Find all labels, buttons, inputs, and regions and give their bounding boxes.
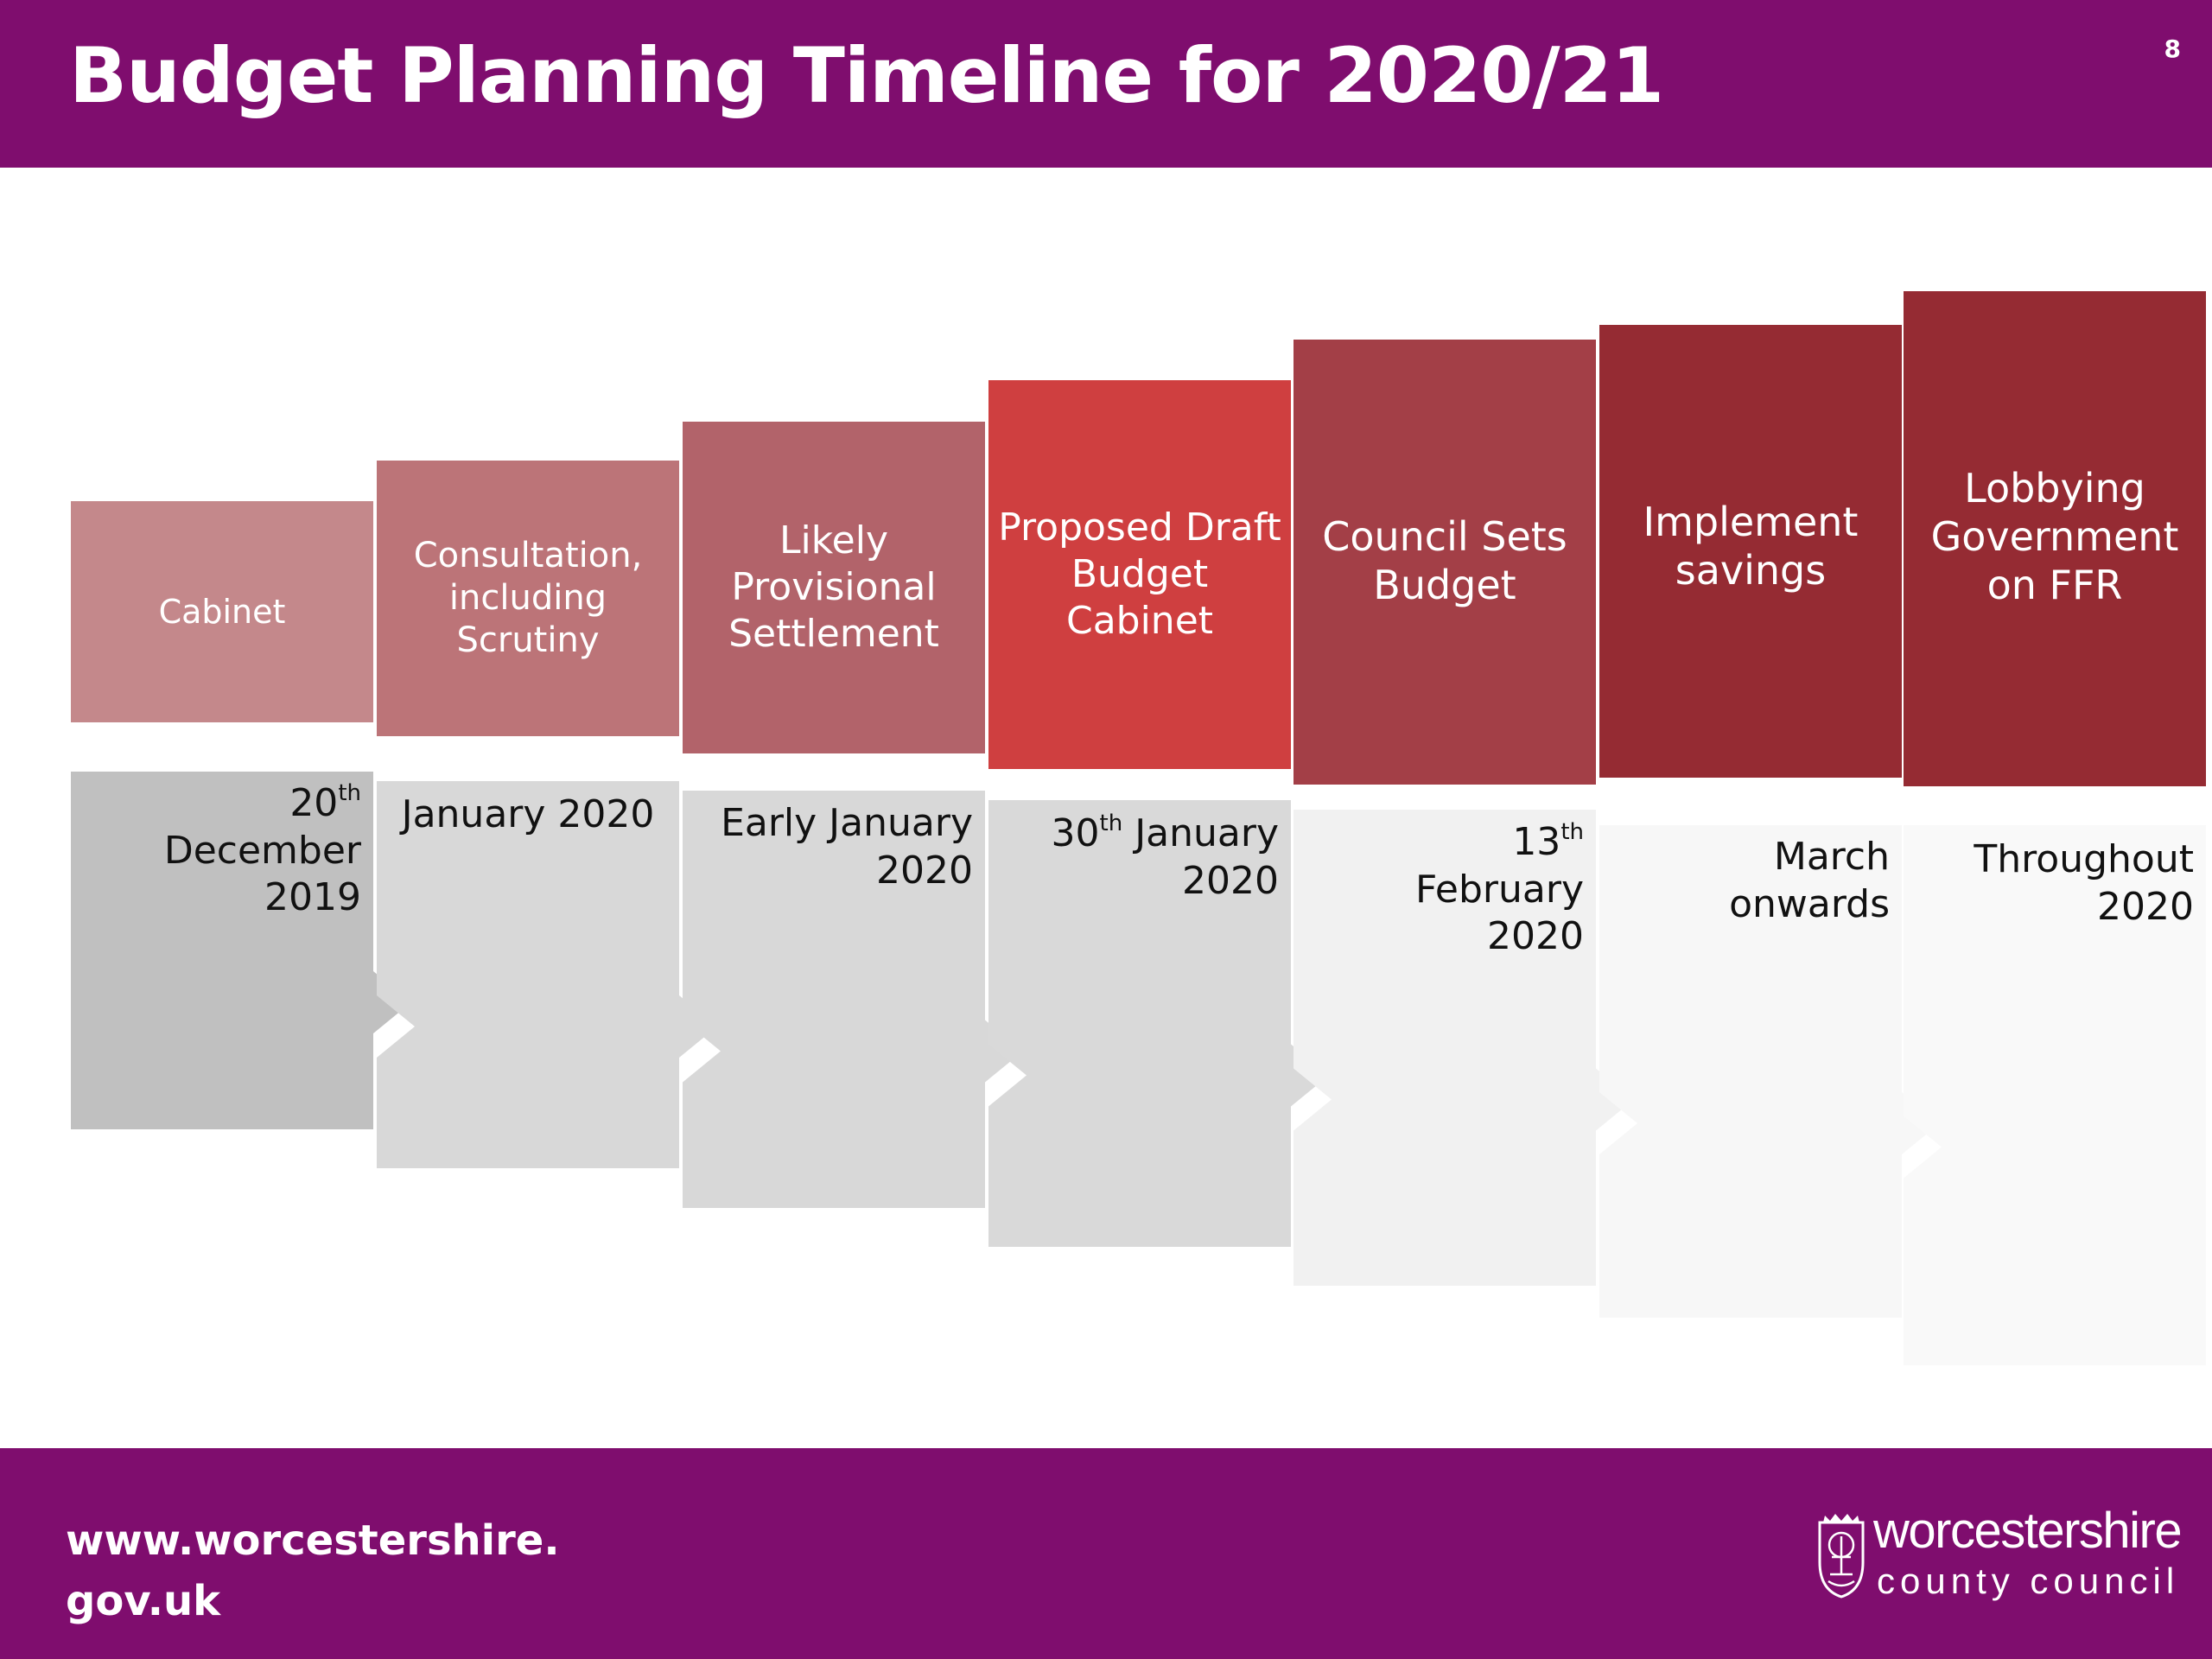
- timeline-step-label-3: Likely Provisional Settlement: [728, 518, 939, 656]
- timeline-diagram: [71, 291, 2206, 1365]
- timeline-step-box-1: [71, 501, 373, 722]
- page-number: 8: [2164, 35, 2181, 63]
- timeline-step-box-3: [683, 422, 985, 753]
- timeline-step-date-5: 13th February 2020: [1415, 819, 1584, 959]
- timeline-step-date-6: March onwards: [1729, 835, 1890, 926]
- logo-wordmark: worcestershire: [1873, 1503, 2183, 1559]
- county-crest-icon: [1818, 1514, 1865, 1599]
- timeline-step-label-1: Cabinet: [158, 592, 286, 631]
- website-url[interactable]: www.worcestershire. gov.uk: [66, 1510, 560, 1631]
- url-line-1: www.worcestershire.: [66, 1516, 560, 1565]
- timeline-date-chevron-5: [1294, 810, 1634, 1286]
- ordinal-suffix: th: [1560, 819, 1584, 846]
- timeline-date-chevron-4: [988, 800, 1329, 1247]
- url-line-2: gov.uk: [66, 1577, 221, 1625]
- timeline-step-date-4: 30th January 2020: [1051, 810, 1279, 903]
- page-title: Budget Planning Timeline for 2020/21: [69, 31, 1664, 120]
- logo-subtext: county council: [1877, 1560, 2180, 1601]
- timeline-step-box-7: [1904, 291, 2206, 786]
- timeline-step-label-6: Implement savings: [1643, 499, 1859, 594]
- ordinal-suffix: th: [1099, 810, 1123, 837]
- timeline-date-chevron-6: [1599, 825, 1940, 1318]
- timeline: Cabinet 20th December 2019 Consultation, i…: [71, 291, 2206, 1365]
- council-logo: worcestershire county council: [1816, 1503, 2183, 1602]
- timeline-date-chevron-3: [683, 791, 1023, 1208]
- timeline-step-box-6: [1599, 325, 1902, 778]
- timeline-step-date-2: January 2020: [401, 792, 655, 836]
- timeline-date-chevron-7: [1904, 825, 2206, 1365]
- timeline-step-label-7: Lobbying Government on FFR: [1930, 465, 2179, 609]
- timeline-step-box-4: [988, 380, 1291, 769]
- timeline-step-date-3: Early January 2020: [721, 801, 973, 893]
- ordinal-suffix: th: [338, 780, 361, 807]
- timeline-step-label-4: Proposed Draft Budget Cabinet: [998, 505, 1281, 643]
- timeline-step-label-2: Consultation, including Scrutiny: [413, 536, 643, 660]
- header-bar: Budget Planning Timeline for 2020/21 8: [0, 0, 2212, 168]
- timeline-step-box-2: [377, 461, 679, 736]
- timeline-step-date-1: 20th December 2019: [163, 780, 361, 920]
- timeline-step-label-5: Council Sets Budget: [1322, 513, 1567, 609]
- footer-bar: www.worcestershire. gov.uk worcestershir…: [0, 1448, 2212, 1659]
- timeline-step-box-5: [1294, 340, 1596, 785]
- timeline-date-chevron-1: [71, 772, 411, 1129]
- timeline-date-chevron-2: [377, 781, 717, 1168]
- timeline-step-date-7: Throughout 2020: [1974, 837, 2194, 929]
